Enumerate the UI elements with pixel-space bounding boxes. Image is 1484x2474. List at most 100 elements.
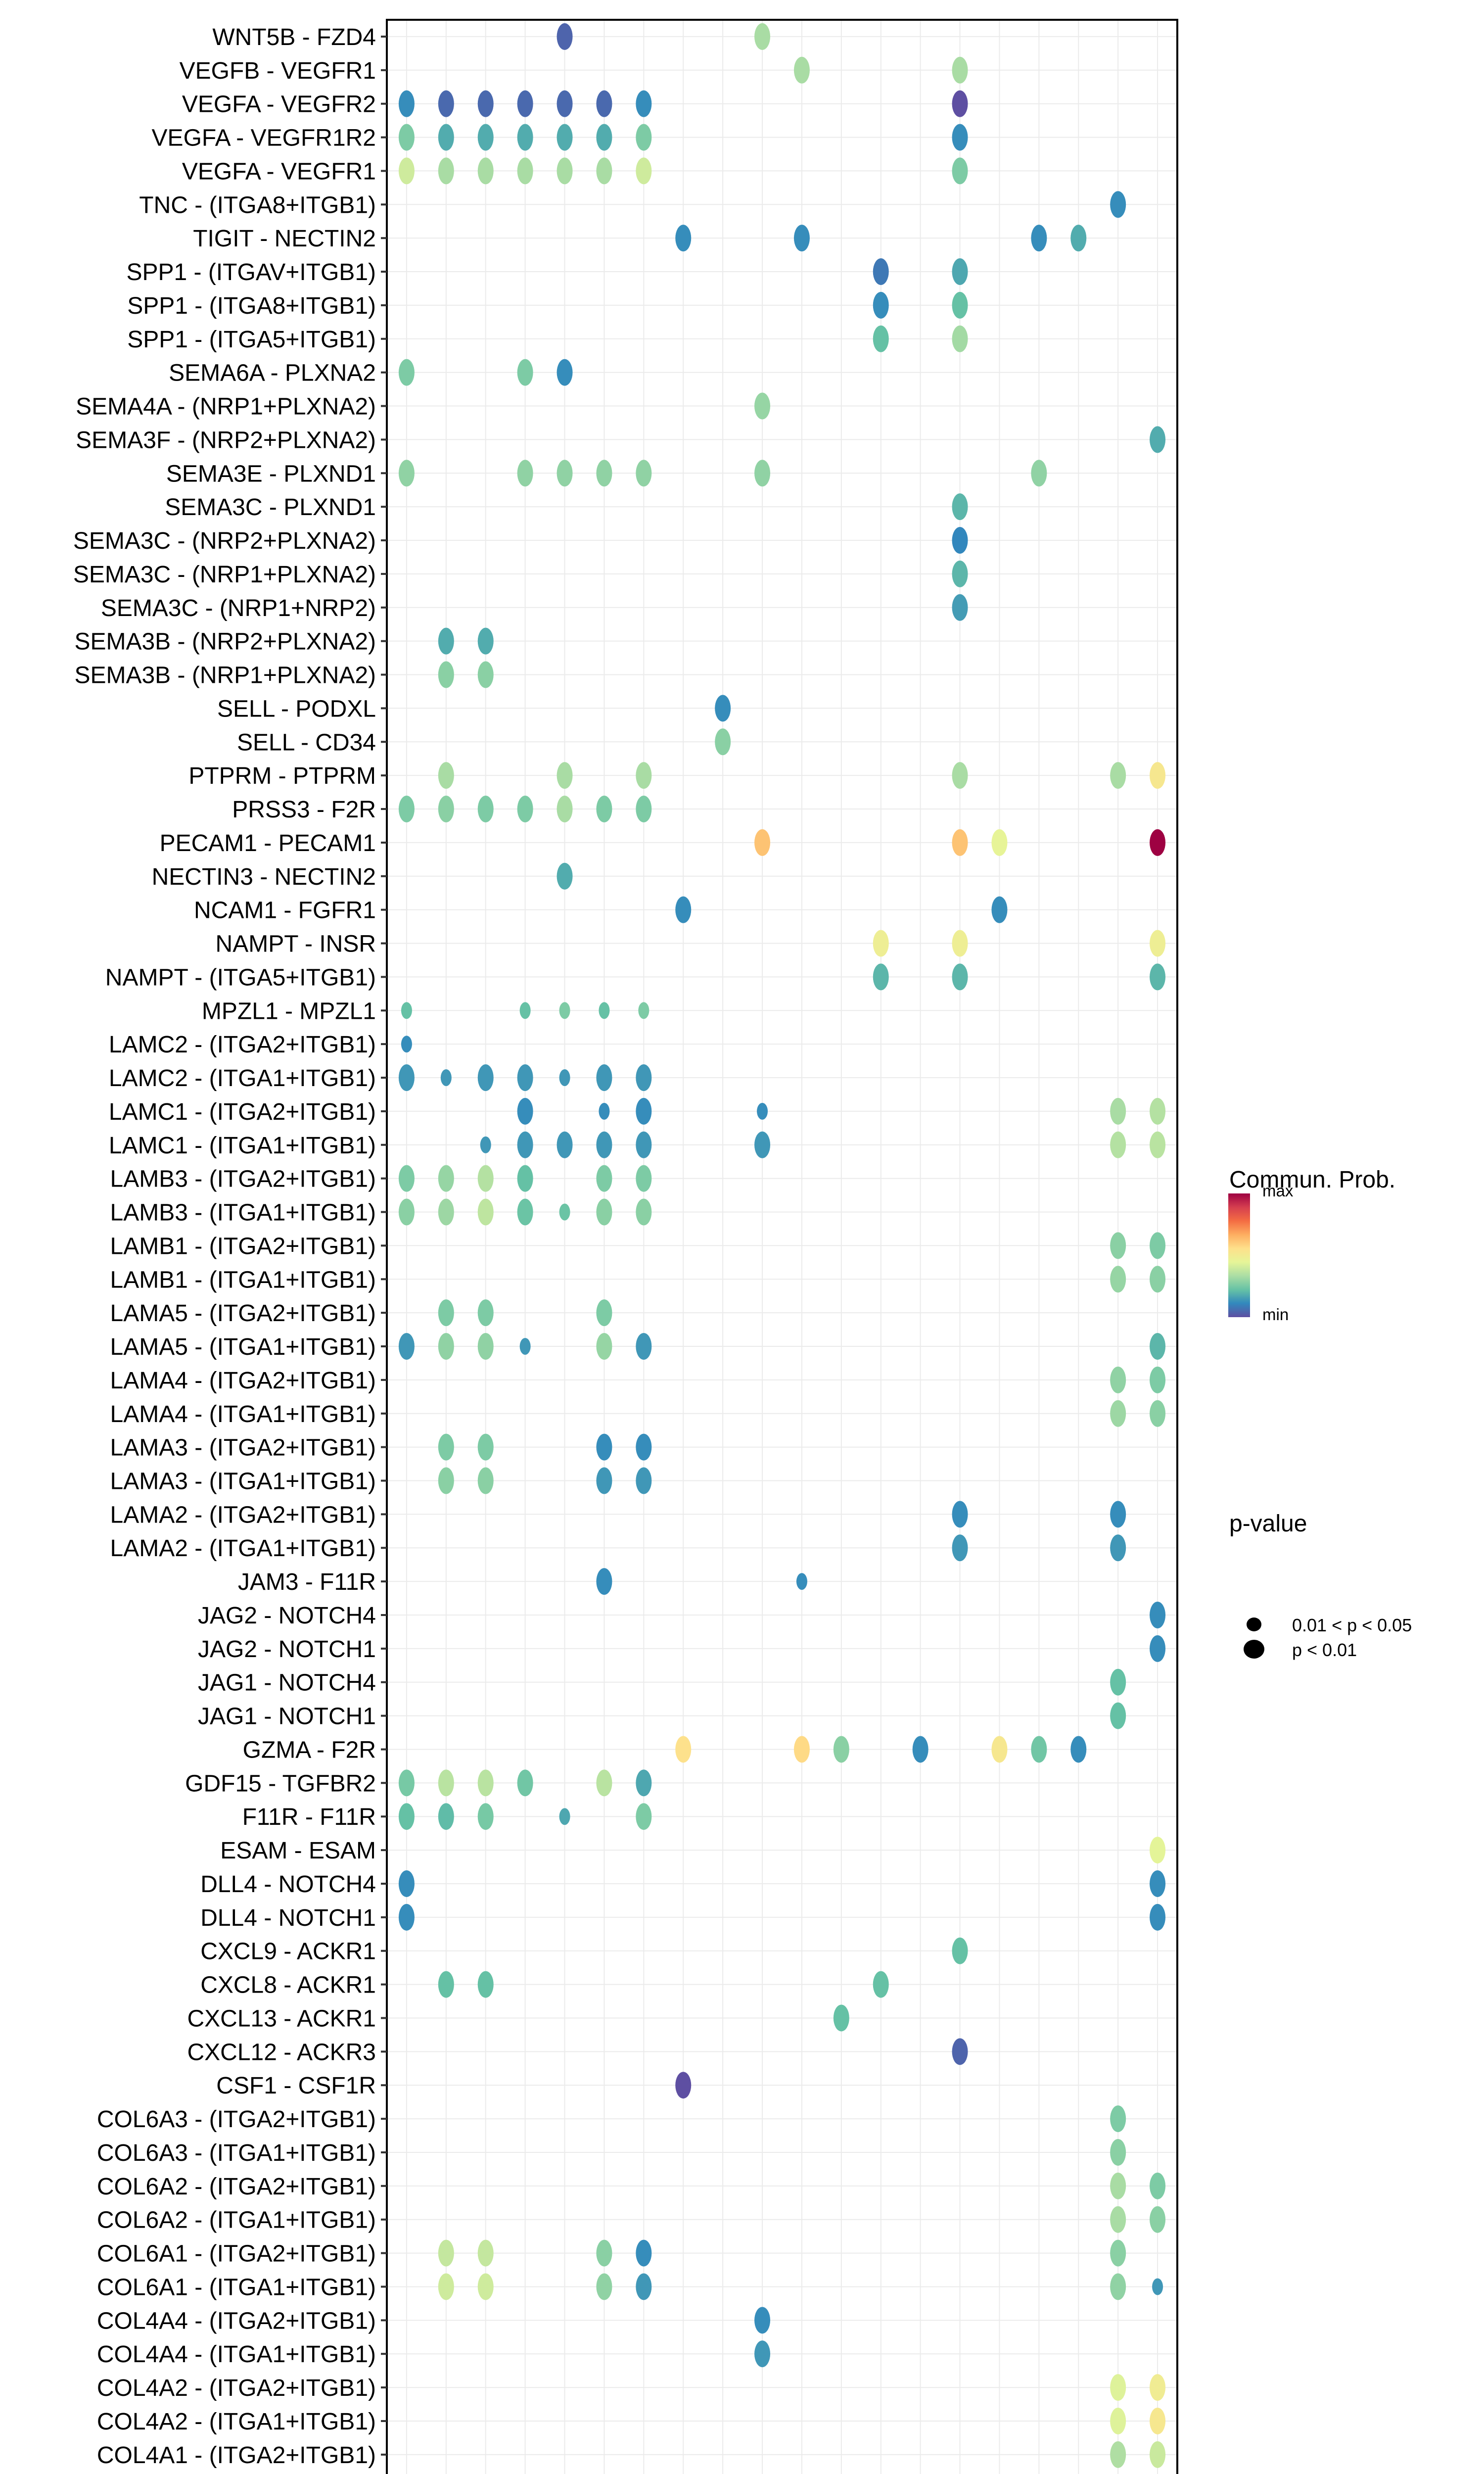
data-point [559, 1808, 570, 1825]
data-point [438, 1769, 454, 1797]
data-point [398, 1769, 415, 1797]
y-tick-label: JAG2 - NOTCH1 [198, 1636, 376, 1663]
data-point [438, 2273, 454, 2300]
data-point [398, 1064, 415, 1092]
data-point [636, 1433, 652, 1461]
data-point [1110, 1266, 1126, 1293]
data-point [559, 1002, 570, 1019]
data-point [952, 157, 968, 185]
data-point [1110, 1366, 1126, 1393]
data-point [952, 1937, 968, 1964]
data-point [596, 1131, 612, 1158]
data-point [477, 627, 494, 655]
data-point [517, 124, 533, 151]
data-point [952, 124, 968, 151]
data-point [398, 1198, 415, 1226]
data-point [636, 157, 652, 185]
data-point [517, 1198, 533, 1226]
data-point [636, 1198, 652, 1226]
y-tick-label: CXCL12 - ACKR3 [187, 2039, 376, 2065]
data-point [636, 796, 652, 823]
data-point [398, 359, 415, 386]
data-points [398, 23, 1166, 2468]
data-point [991, 1736, 1008, 1763]
data-point [1110, 2239, 1126, 2267]
y-tick-label: JAG1 - NOTCH1 [198, 1704, 376, 1730]
y-tick-label: LAMB3 - (ITGA1+ITGB1) [110, 1200, 376, 1226]
data-point [1150, 930, 1166, 957]
data-point [398, 1870, 415, 1897]
data-point [517, 796, 533, 823]
data-point [596, 1165, 612, 1192]
data-point [952, 762, 968, 789]
y-tick-label: SPP1 - (ITGA8+ITGB1) [127, 293, 376, 319]
data-point [636, 1097, 652, 1125]
y-tick-label: GZMA - F2R [243, 1737, 376, 1763]
data-point [636, 90, 652, 117]
y-tick-label: SEMA3B - (NRP2+PLXNA2) [74, 629, 376, 655]
data-point [1031, 460, 1047, 487]
data-point [438, 1299, 454, 1327]
y-tick-label: COL4A2 - (ITGA2+ITGB1) [97, 2375, 376, 2401]
y-tick-label: MPZL1 - MPZL1 [202, 998, 376, 1024]
data-point [1110, 2172, 1126, 2199]
y-tick-label: COL6A1 - (ITGA1+ITGB1) [97, 2274, 376, 2300]
data-point [1110, 2441, 1126, 2468]
data-point [596, 90, 612, 117]
y-tick-label: COL4A2 - (ITGA1+ITGB1) [97, 2409, 376, 2435]
data-point [636, 1333, 652, 1360]
y-tick-label: SELL - CD34 [237, 729, 376, 756]
data-point [596, 1198, 612, 1226]
data-point [556, 1131, 573, 1158]
y-tick-label: COL4A1 - (ITGA2+ITGB1) [97, 2442, 376, 2469]
y-tick-label: LAMB3 - (ITGA2+ITGB1) [110, 1166, 376, 1192]
y-tick-label: PTPRM - PTPRM [188, 763, 376, 789]
data-point [440, 1069, 452, 1087]
data-point [438, 1198, 454, 1226]
data-point [1150, 2407, 1166, 2434]
data-point [477, 157, 494, 185]
data-point [952, 963, 968, 991]
y-tick-label: NCAM1 - FGFR1 [194, 898, 376, 924]
data-point [438, 661, 454, 688]
y-tick-label: TNC - (ITGA8+ITGB1) [139, 192, 376, 218]
y-tick-label: COL6A2 - (ITGA2+ITGB1) [97, 2174, 376, 2200]
data-point [873, 291, 889, 319]
data-point [596, 2239, 612, 2267]
data-point [873, 258, 889, 285]
data-point [438, 124, 454, 151]
data-point [952, 930, 968, 957]
data-point [636, 1064, 652, 1092]
color-legend-min-label: min [1262, 1305, 1289, 1324]
data-point [833, 2004, 849, 2032]
data-point [477, 1467, 494, 1494]
data-point [517, 359, 533, 386]
data-point [1150, 1837, 1166, 1864]
data-point [1110, 2273, 1126, 2300]
data-point [438, 1467, 454, 1494]
data-point [1150, 426, 1166, 453]
data-point [477, 1333, 494, 1360]
y-tick-label: SEMA3C - (NRP2+PLXNA2) [73, 528, 376, 554]
data-point [754, 2307, 771, 2334]
data-point [517, 90, 533, 117]
data-point [1110, 2105, 1126, 2133]
data-point [754, 2340, 771, 2368]
y-tick-label: SEMA3F - (NRP2+PLXNA2) [76, 427, 376, 453]
data-point [675, 1736, 692, 1763]
data-point [1110, 1668, 1126, 1696]
data-point [1150, 963, 1166, 991]
data-point [796, 1573, 807, 1590]
y-tick-label: LAMB1 - (ITGA2+ITGB1) [110, 1233, 376, 1259]
data-point [438, 1165, 454, 1192]
data-point [1150, 1635, 1166, 1662]
data-point [477, 1971, 494, 1998]
data-point [1150, 2374, 1166, 2401]
y-tick-label: NAMPT - (ITGA5+ITGB1) [105, 964, 376, 991]
data-point [398, 796, 415, 823]
data-point [1150, 1903, 1166, 1931]
data-point [833, 1736, 849, 1763]
data-point [1150, 1131, 1166, 1158]
data-point [556, 796, 573, 823]
data-point [596, 460, 612, 487]
